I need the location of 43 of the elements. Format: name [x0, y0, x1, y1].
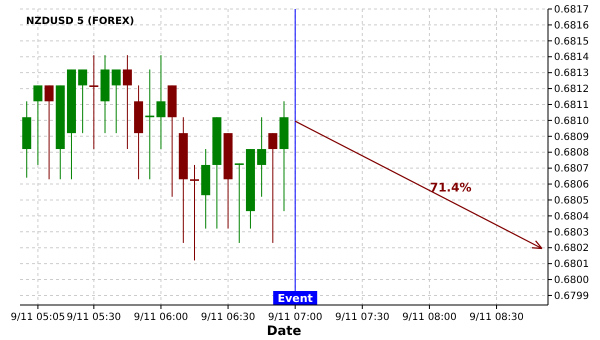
y-tick-label: 0.6801: [554, 259, 589, 270]
ref-line-label: Event: [278, 292, 313, 305]
y-tick-label: 0.6812: [554, 84, 589, 96]
candlestick: [190, 164, 200, 261]
candlestick: [156, 54, 166, 150]
x-tick-label: 9/11 05:30: [66, 312, 122, 323]
y-tick-label: 0.6814: [554, 52, 589, 64]
candlestick: [268, 132, 278, 244]
y-tick-label: 0.6809: [554, 132, 589, 143]
text: NZDUSD 5 (FOREX): [26, 16, 134, 27]
x-axis-title: Date: [266, 324, 302, 339]
x-tick-label: 9/11 06:30: [200, 312, 256, 323]
x-tick-label: 9/11 05:05: [10, 312, 66, 323]
y-tick-label: 0.6806: [554, 180, 589, 191]
x-tick-label: 9/11 07:30: [335, 312, 390, 323]
y-tick-label: 0.6815: [554, 36, 589, 48]
x-tick-label: 9/11 07:00: [268, 312, 322, 323]
y-tick-label: 0.6817: [554, 4, 589, 16]
y-tick-label: 0.6811: [554, 100, 589, 111]
candlestick: [234, 162, 244, 244]
y-tick-label: 0.6805: [554, 195, 589, 206]
y-tick-label: 0.6808: [554, 148, 589, 159]
candlestick: [44, 84, 54, 180]
x-tick-label: 9/11 08:30: [469, 312, 524, 323]
candlestick: [112, 68, 121, 134]
candlestick: [257, 116, 266, 198]
y-tick-label: 0.6800: [554, 275, 589, 286]
x-tick-label: 9/11 08:00: [402, 312, 457, 323]
y-tick-label: 0.6804: [554, 211, 589, 222]
y-tick-label: 0.6799: [554, 290, 589, 302]
annotation: 71.4%: [430, 180, 472, 194]
candlestick: [145, 68, 154, 180]
x-tick-label: 9/11 06:00: [134, 312, 188, 323]
y-tick-label: 0.6802: [554, 243, 589, 254]
y-tick-label: 0.6807: [554, 164, 589, 175]
candlestick: [78, 68, 88, 134]
candlestick: [89, 54, 98, 150]
y-tick-label: 0.6810: [554, 116, 589, 127]
y-tick-label: 0.6813: [554, 68, 589, 80]
candlestick: [33, 84, 42, 166]
candlestick: [122, 54, 132, 150]
y-tick-label: 0.6816: [554, 20, 589, 32]
y-tick-label: 0.6803: [554, 227, 589, 238]
